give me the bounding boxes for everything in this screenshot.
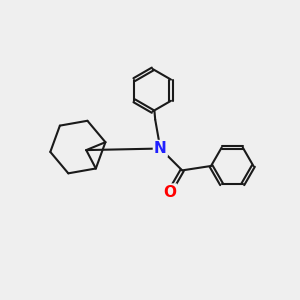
Text: O: O [163,184,176,200]
Text: N: N [154,141,167,156]
